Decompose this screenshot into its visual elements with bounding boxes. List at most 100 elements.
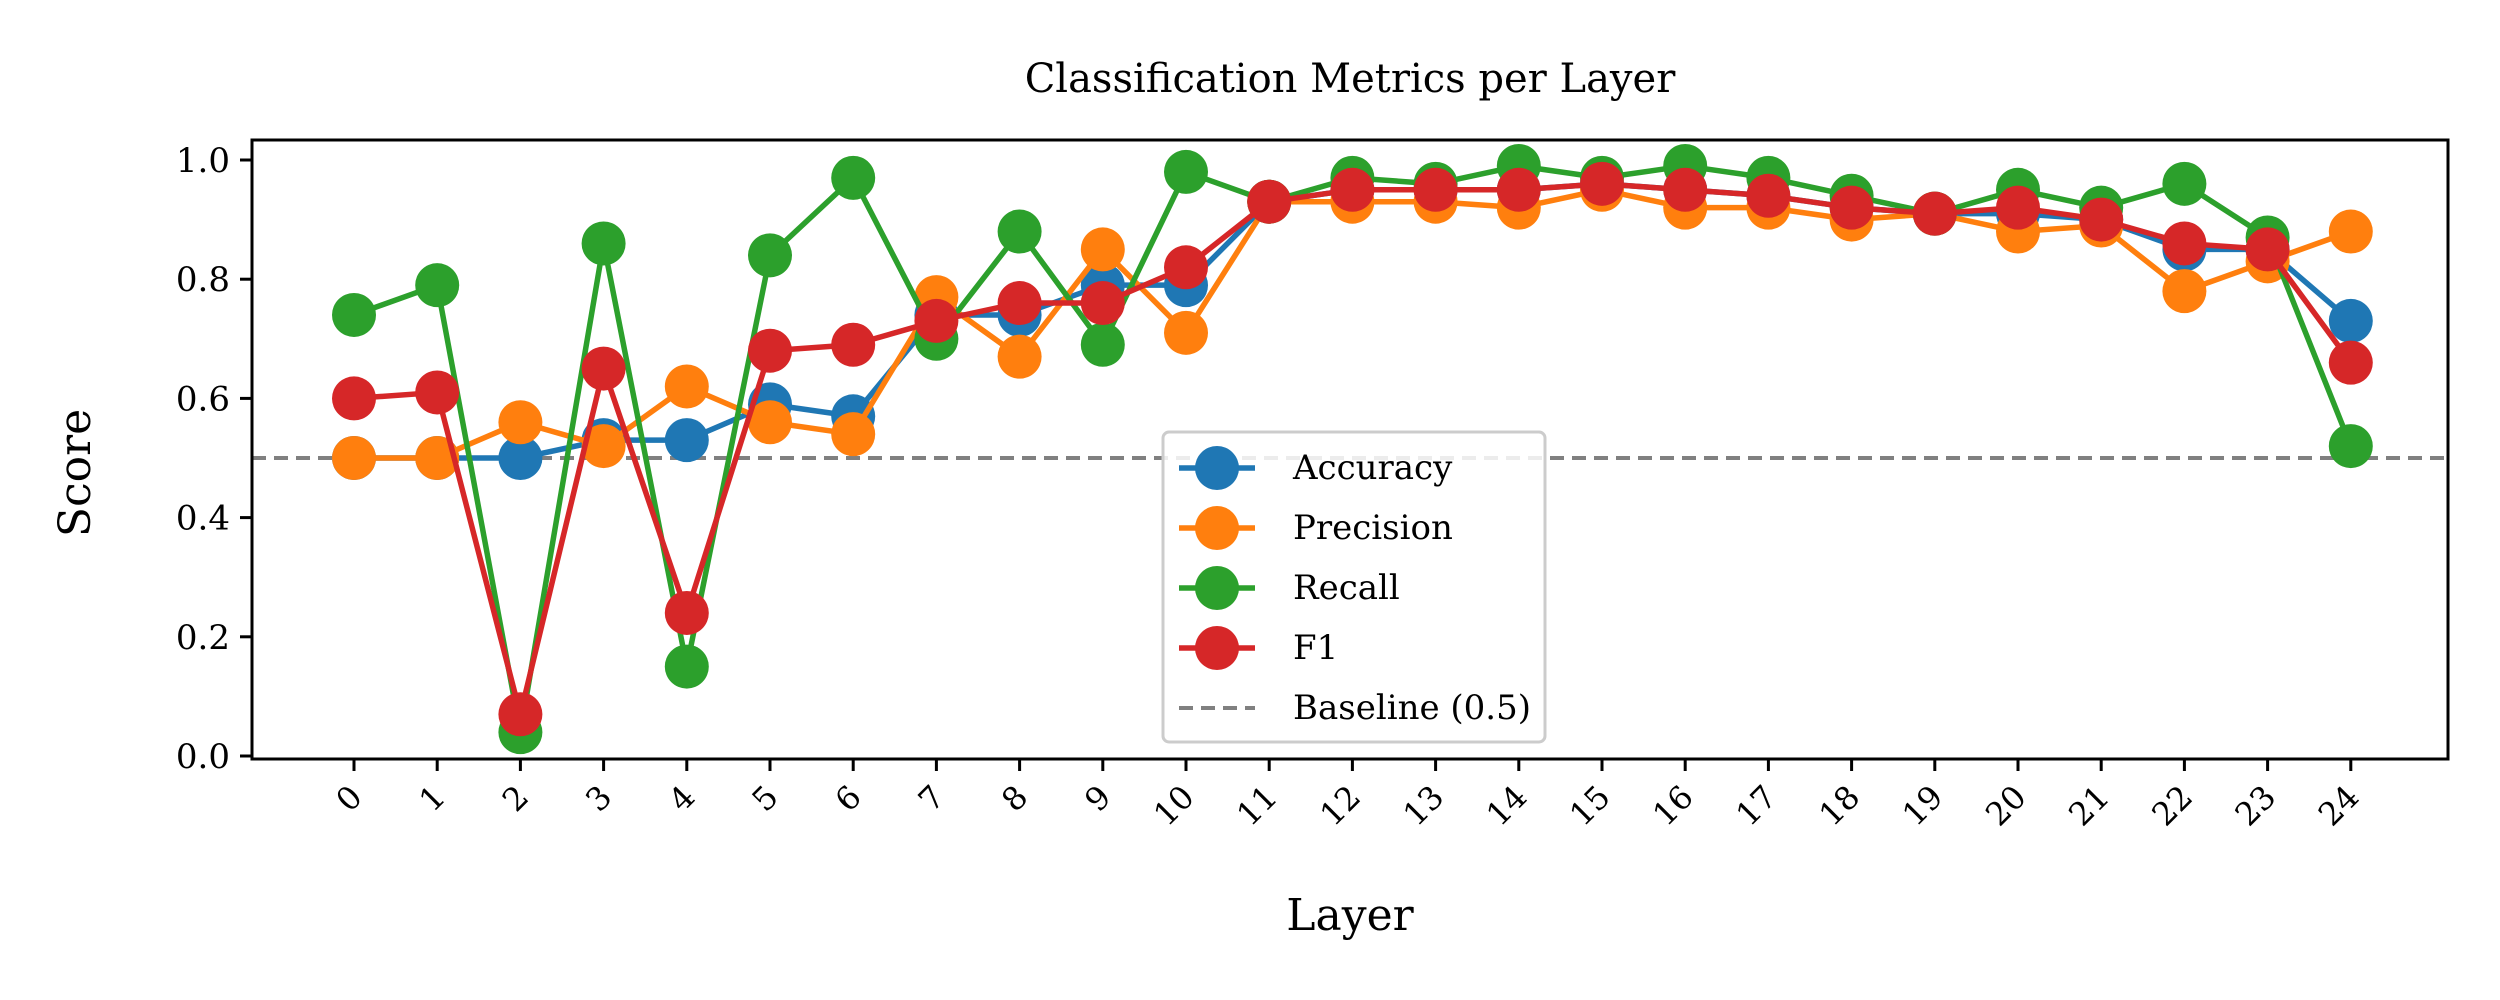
x-tick-label: 13 bbox=[1396, 778, 1452, 834]
x-tick-label: 19 bbox=[1895, 778, 1951, 834]
point-f1-13 bbox=[1413, 167, 1458, 212]
point-f1-8 bbox=[997, 281, 1042, 326]
legend-marker-accuracy bbox=[1195, 446, 1239, 490]
x-tick-label: 23 bbox=[2228, 778, 2284, 834]
point-f1-10 bbox=[1164, 245, 1208, 290]
x-tick-label: 22 bbox=[2144, 778, 2200, 834]
x-axis-label: Layer bbox=[1286, 890, 1414, 941]
point-precision-8 bbox=[997, 334, 1042, 379]
point-recall-3 bbox=[581, 221, 626, 266]
point-f1-5 bbox=[748, 328, 792, 373]
point-f1-17 bbox=[1746, 173, 1791, 218]
point-precision-10 bbox=[1164, 310, 1208, 355]
legend-label-recall: Recall bbox=[1293, 568, 1400, 608]
point-precision-5 bbox=[748, 400, 792, 445]
x-tick-label: 18 bbox=[1812, 778, 1868, 834]
point-accuracy-4 bbox=[664, 418, 709, 463]
x-tick-label: 14 bbox=[1479, 778, 1535, 834]
point-f1-1 bbox=[415, 370, 460, 415]
point-f1-2 bbox=[498, 692, 543, 737]
legend-label-f1: F1 bbox=[1293, 628, 1338, 668]
x-tick-label: 6 bbox=[828, 778, 869, 819]
point-f1-7 bbox=[914, 298, 959, 343]
legend-marker-recall bbox=[1195, 566, 1239, 610]
x-tick-label: 21 bbox=[2061, 778, 2117, 834]
point-recall-6 bbox=[831, 155, 876, 200]
legend-marker-f1 bbox=[1195, 626, 1239, 670]
chart-title: Classification Metrics per Layer bbox=[1025, 56, 1677, 102]
point-precision-6 bbox=[831, 412, 876, 457]
series-line-precision bbox=[354, 187, 2352, 461]
y-tick-label: 0.2 bbox=[176, 618, 230, 658]
series-line-accuracy bbox=[354, 181, 2353, 461]
y-tick-label: 1.0 bbox=[176, 141, 230, 181]
x-tick-label: 17 bbox=[1728, 778, 1784, 834]
y-tick-label: 0.8 bbox=[176, 260, 230, 300]
point-f1-6 bbox=[831, 322, 876, 367]
point-f1-23 bbox=[2245, 227, 2290, 272]
point-precision-9 bbox=[1080, 227, 1125, 272]
point-precision-0 bbox=[332, 436, 376, 480]
y-tick-label: 0.6 bbox=[176, 379, 230, 419]
x-tick-label: 4 bbox=[661, 778, 702, 819]
point-f1-18 bbox=[1829, 185, 1874, 230]
point-f1-16 bbox=[1663, 167, 1708, 212]
plot-frame bbox=[250, 138, 2450, 761]
legend-label-precision: Precision bbox=[1293, 508, 1453, 548]
point-precision-24 bbox=[2328, 209, 2373, 254]
x-tick-label: 0 bbox=[328, 778, 369, 819]
point-f1-20 bbox=[1996, 185, 2040, 230]
point-recall-24 bbox=[2328, 424, 2373, 469]
x-tick-label: 9 bbox=[1077, 778, 1118, 819]
point-recall-8 bbox=[997, 209, 1042, 254]
point-f1-11 bbox=[1247, 179, 1292, 224]
point-recall-9 bbox=[1080, 322, 1125, 367]
point-f1-24 bbox=[2328, 340, 2373, 385]
x-tick-label: 15 bbox=[1562, 778, 1618, 834]
point-f1-3 bbox=[581, 346, 626, 391]
x-tick-label: 8 bbox=[994, 778, 1035, 819]
x-tick-label: 1 bbox=[412, 778, 453, 819]
point-recall-1 bbox=[415, 263, 460, 308]
point-f1-14 bbox=[1496, 167, 1541, 212]
point-recall-4 bbox=[664, 644, 709, 689]
x-tick-label: 20 bbox=[1978, 778, 2034, 834]
series-f1 bbox=[332, 161, 2373, 737]
legend-label-baseline-0-5: Baseline (0.5) bbox=[1293, 688, 1531, 728]
point-f1-12 bbox=[1330, 167, 1375, 212]
point-precision-4 bbox=[664, 364, 709, 409]
point-recall-10 bbox=[1164, 149, 1208, 194]
x-tick-label: 11 bbox=[1229, 778, 1285, 834]
point-accuracy-24 bbox=[2328, 298, 2373, 343]
point-precision-1 bbox=[415, 436, 460, 480]
point-f1-4 bbox=[664, 590, 709, 635]
y-axis-label: Score bbox=[50, 409, 101, 537]
x-tick-label: 2 bbox=[495, 778, 536, 819]
x-tick-label: 24 bbox=[2311, 778, 2367, 834]
point-recall-0 bbox=[332, 292, 376, 337]
y-tick-label: 0.4 bbox=[176, 499, 230, 539]
x-tick-label: 12 bbox=[1312, 778, 1368, 834]
point-f1-19 bbox=[1912, 191, 1957, 236]
point-f1-21 bbox=[2079, 197, 2124, 242]
plot-area bbox=[252, 143, 2448, 755]
point-f1-22 bbox=[2162, 221, 2207, 266]
point-f1-0 bbox=[332, 376, 376, 421]
point-recall-5 bbox=[748, 233, 792, 278]
point-precision-22 bbox=[2162, 269, 2207, 314]
point-recall-22 bbox=[2162, 161, 2207, 206]
point-f1-9 bbox=[1080, 281, 1125, 326]
x-tick-label: 10 bbox=[1146, 778, 1202, 834]
point-accuracy-2 bbox=[498, 436, 543, 480]
x-tick-label: 16 bbox=[1645, 778, 1701, 834]
legend: Accuracy Precision Recall F1 Baseline (0.5) bbox=[1161, 430, 1547, 744]
x-tick-label: 5 bbox=[744, 778, 785, 819]
legend-marker-precision bbox=[1195, 506, 1239, 550]
x-tick-label: 7 bbox=[911, 778, 952, 819]
point-precision-3 bbox=[581, 424, 626, 469]
point-f1-15 bbox=[1580, 161, 1624, 206]
legend-label-accuracy: Accuracy bbox=[1292, 448, 1453, 488]
point-precision-2 bbox=[498, 400, 543, 445]
